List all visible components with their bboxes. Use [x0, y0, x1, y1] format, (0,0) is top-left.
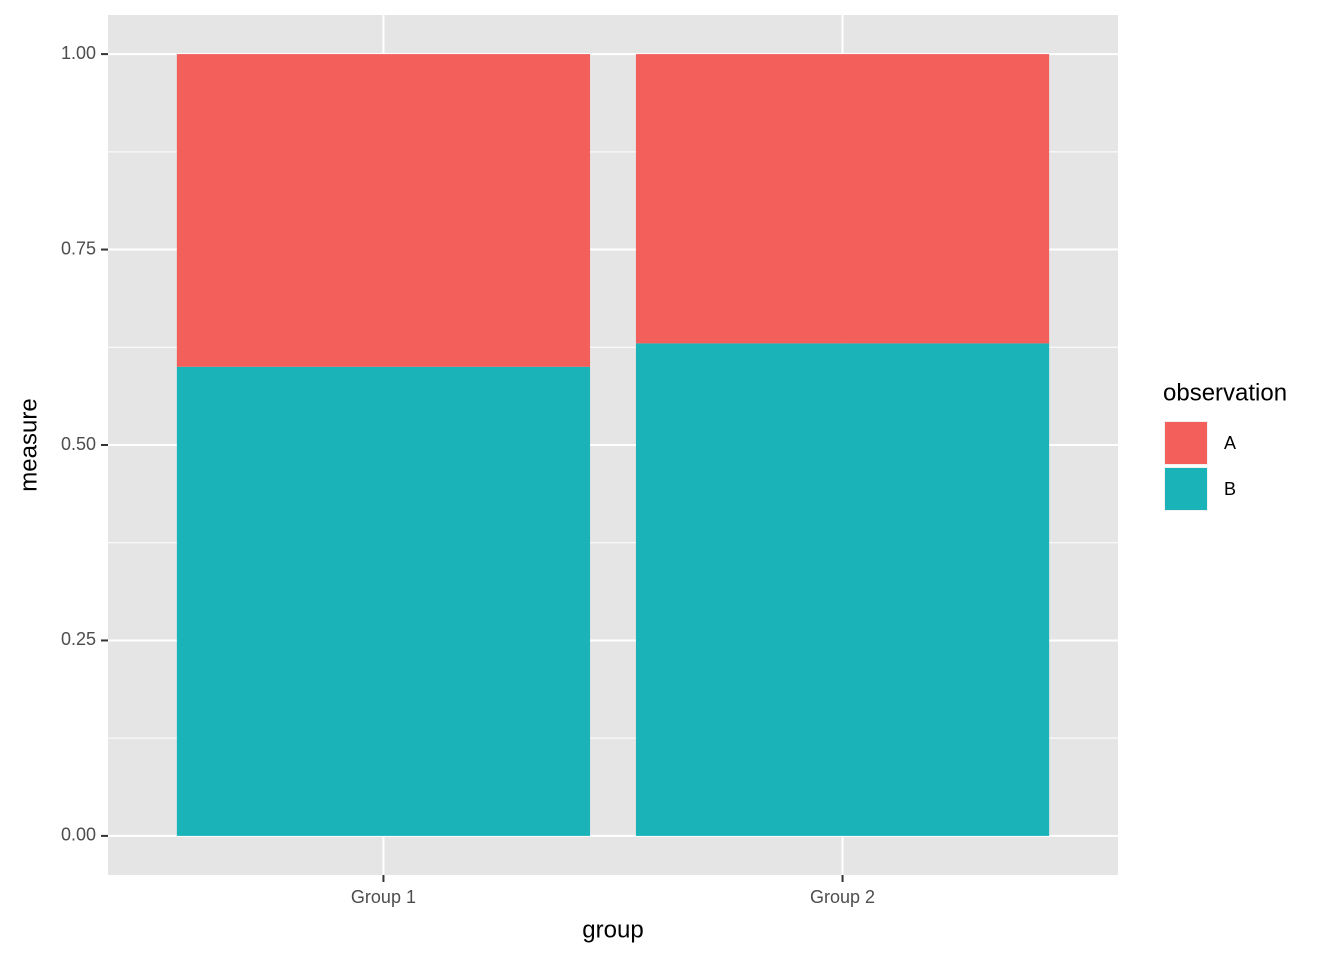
- x-tick-label: Group 1: [351, 887, 416, 907]
- bar-segment: [635, 54, 1050, 344]
- x-axis-title: group: [582, 916, 643, 943]
- legend-title: observation: [1163, 379, 1287, 406]
- y-axis-title: measure: [15, 398, 42, 491]
- y-tick-label: 0.00: [61, 825, 96, 845]
- legend-label: A: [1224, 433, 1236, 453]
- y-tick-label: 0.25: [61, 629, 96, 649]
- bars: [176, 54, 1050, 836]
- legend-swatch: [1165, 468, 1207, 510]
- bar-segment: [176, 54, 591, 367]
- bar-segment: [176, 366, 591, 836]
- y-tick-label: 0.50: [61, 434, 96, 454]
- legend-swatch: [1165, 422, 1207, 464]
- x-tick-label: Group 2: [810, 887, 875, 907]
- y-tick-label: 1.00: [61, 43, 96, 63]
- bar-segment: [635, 343, 1050, 836]
- legend-label: B: [1224, 479, 1236, 499]
- y-tick-label: 0.75: [61, 238, 96, 258]
